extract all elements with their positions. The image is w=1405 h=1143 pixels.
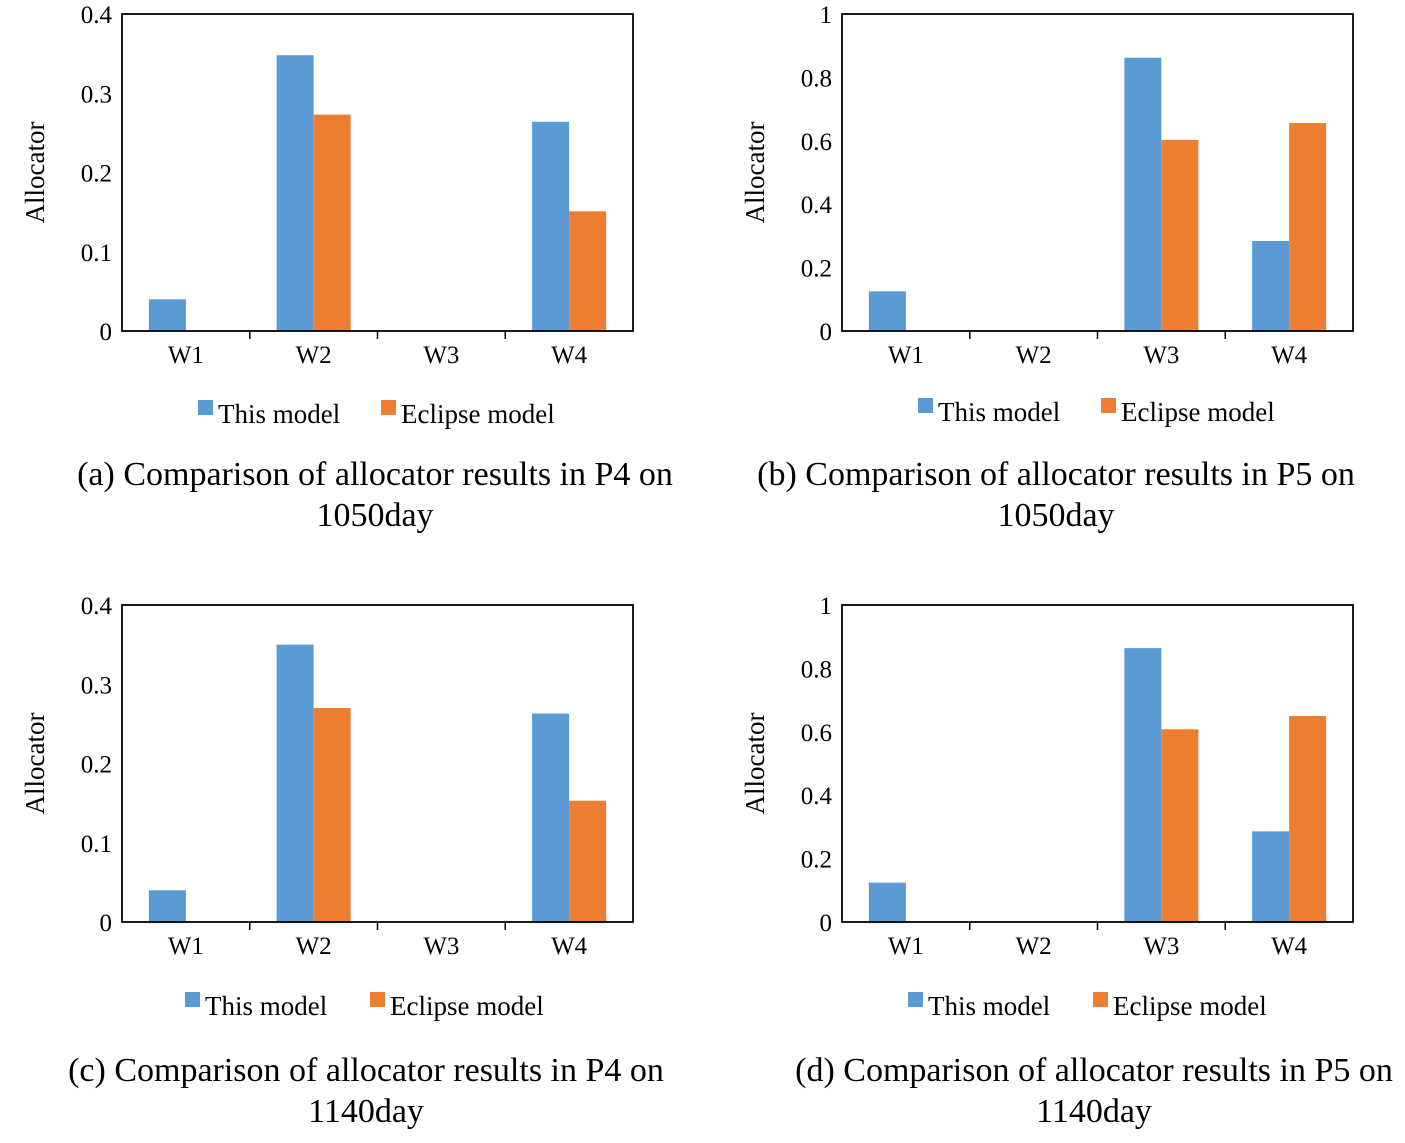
legend-label-eclipse-model: Eclipse model bbox=[401, 399, 555, 429]
plot-frame bbox=[121, 604, 634, 923]
caption-line-2: 1140day bbox=[308, 1093, 424, 1130]
bar-this-model-w2 bbox=[276, 644, 314, 922]
plot-frame bbox=[841, 13, 1354, 332]
bar-this-model-w4 bbox=[1252, 831, 1290, 922]
bar-this-model-w1 bbox=[868, 291, 906, 331]
legend-label-this-model: This model bbox=[218, 399, 340, 429]
y-tick-label: 0.4 bbox=[81, 593, 113, 620]
legend-label-eclipse-model: Eclipse model bbox=[1113, 991, 1267, 1021]
x-tick-label: W1 bbox=[888, 342, 924, 369]
y-tick-label: 0 bbox=[820, 910, 833, 937]
x-tick-label: W3 bbox=[423, 933, 459, 960]
y-tick-label: 0.1 bbox=[81, 240, 112, 267]
y-tick-label: 0.4 bbox=[801, 783, 833, 810]
bar-eclipse-model-w2 bbox=[313, 114, 351, 332]
caption-line-1: (b) Comparison of allocator results in P… bbox=[757, 456, 1355, 493]
y-tick-label: 0.3 bbox=[81, 672, 112, 699]
bar-eclipse-model-w3 bbox=[1161, 139, 1199, 331]
y-tick-label: 0 bbox=[100, 910, 113, 937]
bar-this-model-w4 bbox=[532, 713, 570, 922]
y-tick-label: 0 bbox=[100, 319, 113, 346]
legend-swatch-eclipse-model bbox=[381, 400, 396, 415]
legend-label-this-model: This model bbox=[938, 397, 1060, 427]
y-tick-label: 0.2 bbox=[801, 847, 832, 874]
y-tick-label: 0.2 bbox=[801, 256, 832, 283]
x-tick-label: W1 bbox=[168, 342, 204, 369]
y-axis-label: Allocator bbox=[20, 122, 50, 224]
plot-frame bbox=[841, 604, 1354, 923]
bar-this-model-w1 bbox=[148, 299, 186, 331]
y-tick-label: 0.1 bbox=[81, 831, 112, 858]
x-tick-label: W2 bbox=[1016, 342, 1052, 369]
legend-label-eclipse-model: Eclipse model bbox=[1121, 397, 1275, 427]
y-tick-label: 0.8 bbox=[801, 656, 832, 683]
bar-eclipse-model-w3 bbox=[1161, 729, 1199, 922]
bar-eclipse-model-w2 bbox=[313, 708, 351, 922]
y-tick-label: 0.2 bbox=[81, 752, 112, 779]
bar-this-model-w3 bbox=[1124, 57, 1162, 331]
caption-line-2: 1050day bbox=[997, 497, 1114, 534]
y-tick-label: 0.6 bbox=[801, 129, 832, 156]
legend-swatch-this-model bbox=[185, 992, 200, 1007]
legend-label-this-model: This model bbox=[928, 991, 1050, 1021]
legend-swatch-eclipse-model bbox=[1101, 398, 1116, 413]
x-tick-label: W3 bbox=[1143, 933, 1179, 960]
y-axis-label: Allocator bbox=[740, 122, 770, 224]
bar-this-model-w3 bbox=[1124, 648, 1162, 922]
legend-swatch-eclipse-model bbox=[1093, 992, 1108, 1007]
y-tick-label: 1 bbox=[820, 593, 833, 620]
plot-frame bbox=[121, 13, 634, 332]
x-tick-label: W4 bbox=[1271, 342, 1308, 369]
caption-line-1: (c) Comparison of allocator results in P… bbox=[68, 1052, 664, 1089]
bar-eclipse-model-w4 bbox=[1289, 123, 1327, 331]
caption-line-2: 1140day bbox=[1036, 1093, 1152, 1130]
legend-label-eclipse-model: Eclipse model bbox=[390, 991, 544, 1021]
bar-eclipse-model-w4 bbox=[569, 800, 607, 922]
chart-panel-b: 0 0.2 0.4 0.6 0.8 1 Allocator W1 W2 W3 W4 This mode… bbox=[740, 2, 1355, 534]
y-tick-label: 0.3 bbox=[81, 81, 112, 108]
legend-swatch-this-model bbox=[198, 400, 213, 415]
bar-this-model-w4 bbox=[532, 121, 570, 331]
bar-this-model-w2 bbox=[276, 55, 314, 332]
x-tick-label: W1 bbox=[168, 933, 204, 960]
y-tick-label: 0.4 bbox=[81, 2, 113, 29]
y-tick-label: 0 bbox=[820, 319, 833, 346]
chart-panel-c: 0 0.1 0.2 0.3 0.4 Allocator W1 W2 W3 W4 This model… bbox=[20, 593, 664, 1130]
legend-swatch-eclipse-model bbox=[370, 992, 385, 1007]
x-tick-label: W2 bbox=[296, 342, 332, 369]
x-tick-label: W3 bbox=[1143, 342, 1179, 369]
chart-panel-d: 0 0.2 0.4 0.6 0.8 1 Allocator W1 W2 W3 W4 This mode… bbox=[740, 593, 1393, 1130]
y-tick-label: 0.4 bbox=[801, 192, 833, 219]
caption-line-1: (d) Comparison of allocator results in P… bbox=[795, 1052, 1393, 1089]
x-tick-label: W1 bbox=[888, 933, 924, 960]
bar-eclipse-model-w4 bbox=[1289, 715, 1327, 922]
bar-this-model-w4 bbox=[1252, 240, 1290, 331]
y-tick-label: 0.8 bbox=[801, 65, 832, 92]
y-axis-label: Allocator bbox=[20, 713, 50, 815]
y-axis-label: Allocator bbox=[740, 713, 770, 815]
bar-this-model-w1 bbox=[868, 882, 906, 922]
x-tick-label: W4 bbox=[551, 342, 588, 369]
legend-label-this-model: This model bbox=[205, 991, 327, 1021]
bar-this-model-w1 bbox=[148, 890, 186, 922]
legend-swatch-this-model bbox=[918, 398, 933, 413]
x-tick-label: W4 bbox=[551, 933, 588, 960]
y-tick-label: 1 bbox=[820, 2, 833, 29]
x-tick-label: W3 bbox=[423, 342, 459, 369]
x-tick-label: W4 bbox=[1271, 933, 1308, 960]
y-tick-label: 0.2 bbox=[81, 161, 112, 188]
caption-line-2: 1050day bbox=[316, 497, 433, 534]
chart-panel-a: 0 0.1 0.2 0.3 0.4 Allocator W1 W2 W3 W4 This model… bbox=[20, 2, 673, 534]
x-tick-label: W2 bbox=[296, 933, 332, 960]
y-tick-label: 0.6 bbox=[801, 720, 832, 747]
x-tick-label: W2 bbox=[1016, 933, 1052, 960]
caption-line-1: (a) Comparison of allocator results in P… bbox=[77, 456, 673, 493]
bar-eclipse-model-w4 bbox=[569, 211, 607, 331]
legend-swatch-this-model bbox=[908, 992, 923, 1007]
